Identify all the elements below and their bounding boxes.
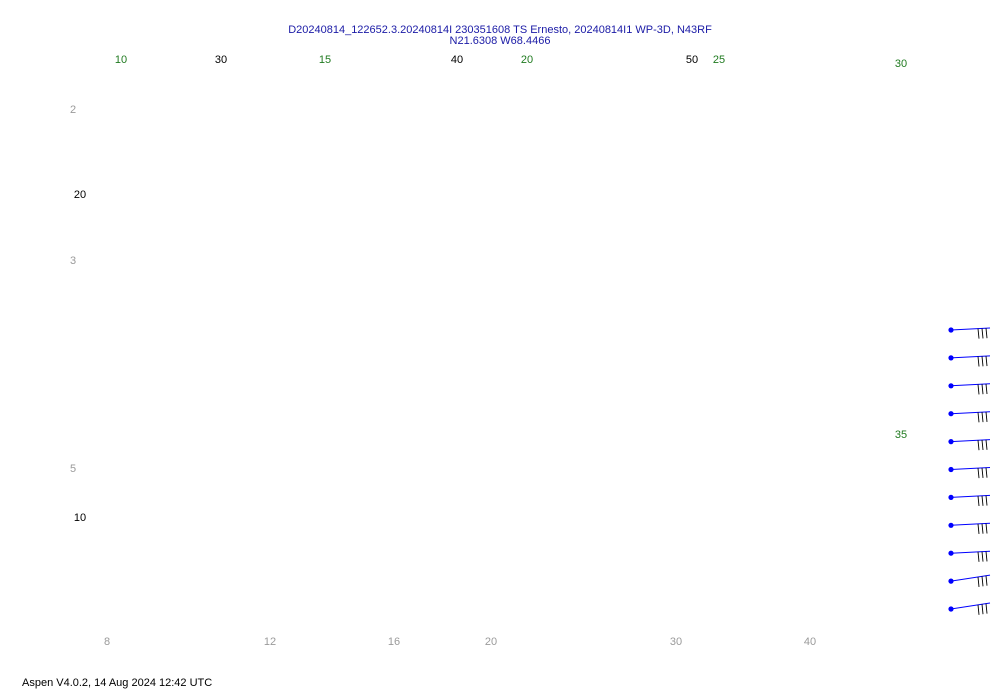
wind-barb-station [948, 466, 954, 473]
mixing-ratio-label: 2 [70, 104, 76, 116]
wind-barb [948, 522, 991, 534]
wind-barb-feather [977, 440, 980, 451]
wind-barb-station [948, 550, 954, 556]
moist-adiabat-label: 15 [319, 54, 331, 66]
dry-adiabat-label: 50 [686, 54, 698, 66]
wind-barb [948, 574, 991, 587]
wind-barb-feather [977, 328, 980, 339]
wind-barb-feather [981, 523, 984, 534]
wind-barb-station [948, 606, 954, 612]
wind-barb-feather [981, 356, 984, 367]
wind-barb-station [948, 411, 954, 417]
mixing-ratio-label: 40 [804, 636, 816, 648]
wind-barb-feather [977, 604, 980, 615]
wind-barb-feather [981, 551, 984, 562]
wind-barb-feather [977, 576, 980, 587]
mixing-ratio-label: 20 [485, 636, 497, 648]
dry-adiabat-label: 30 [215, 54, 227, 66]
wind-barb-staff [950, 355, 991, 359]
wind-barb [948, 439, 991, 451]
wind-barb-feather [977, 412, 980, 423]
moist-adiabat-label: 10 [115, 54, 127, 66]
wind-barb-feather [981, 439, 984, 451]
wind-barb-staff [950, 411, 991, 415]
wind-barb-staff [950, 550, 991, 554]
wind-barb-staff [950, 327, 991, 331]
wind-barb-feather [977, 551, 980, 562]
wind-barb-staff [950, 574, 991, 582]
wind-barb-feather [985, 383, 988, 395]
wind-barb-feather [985, 575, 988, 586]
wind-barb-staff [950, 467, 991, 470]
dry-adiabat-label: 20 [74, 189, 86, 201]
wind-barb-feather [985, 603, 988, 614]
mixing-ratio-label: 5 [70, 463, 76, 475]
dry-adiabat-label: 10 [74, 512, 86, 524]
wind-barb [948, 466, 991, 479]
wind-barb-station [948, 439, 954, 445]
mixing-ratio-label: 16 [388, 636, 400, 648]
wind-barb [948, 355, 991, 367]
mixing-ratio-label: 12 [264, 636, 276, 648]
wind-barb-feather [985, 328, 988, 339]
wind-barb-station [948, 383, 954, 389]
moist-adiabat-label: 35 [895, 429, 907, 441]
wind-barb-feather [985, 523, 988, 534]
wind-barb-feather [981, 384, 984, 395]
wind-barb-feather [977, 495, 980, 507]
mixing-ratio-label: 3 [70, 255, 76, 267]
moist-adiabat-label: 20 [521, 54, 533, 66]
mixing-ratio-label: 8 [104, 636, 110, 648]
moist-adiabat-label: 30 [895, 58, 907, 70]
chart-title-line-2: N21.6308 W68.4466 [449, 35, 551, 47]
wind-barb-feather [977, 523, 980, 534]
wind-barb-feather [981, 495, 984, 506]
wind-barb-feather [977, 384, 980, 395]
footer-version-text: Aspen V4.0.2, 14 Aug 2024 12:42 UTC [22, 677, 213, 689]
wind-barb-feather [985, 356, 988, 367]
wind-barb [948, 327, 991, 339]
wind-barb-feather [981, 604, 984, 615]
wind-barb [948, 494, 991, 507]
wind-barb-feather [981, 328, 984, 339]
wind-barb-station [948, 327, 954, 333]
wind-barb-feather [985, 411, 988, 422]
wind-barb [948, 411, 991, 423]
wind-barb-staff [950, 602, 991, 610]
wind-barb-station [948, 494, 954, 500]
wind-barb-station [948, 522, 954, 528]
wind-barb-feather [981, 412, 984, 423]
wind-barb-feather [985, 551, 988, 562]
wind-barb-staff [950, 383, 991, 387]
wind-barb-feather [977, 468, 980, 479]
wind-barb-feather [981, 467, 984, 478]
wind-barb-staff [950, 522, 991, 526]
wind-barb-station [948, 578, 954, 584]
wind-barb-feather [977, 356, 980, 367]
mixing-ratio-label: 30 [670, 636, 682, 648]
wind-barb [948, 602, 991, 615]
dry-adiabat-label: 40 [451, 54, 463, 66]
wind-barb-staff [950, 439, 991, 443]
wind-barb-feather [981, 576, 984, 587]
wind-barb-feather [985, 467, 988, 478]
wind-barb [948, 383, 991, 395]
wind-barb-staff [950, 494, 991, 498]
wind-barb-feather [985, 495, 988, 506]
wind-barb-station [948, 355, 954, 361]
wind-barb-feather [985, 439, 988, 450]
wind-barb [948, 550, 991, 562]
chart-title-line-1: D20240814_122652.3.20240814I 230351608 T… [288, 24, 712, 36]
moist-adiabat-label: 25 [713, 54, 725, 66]
